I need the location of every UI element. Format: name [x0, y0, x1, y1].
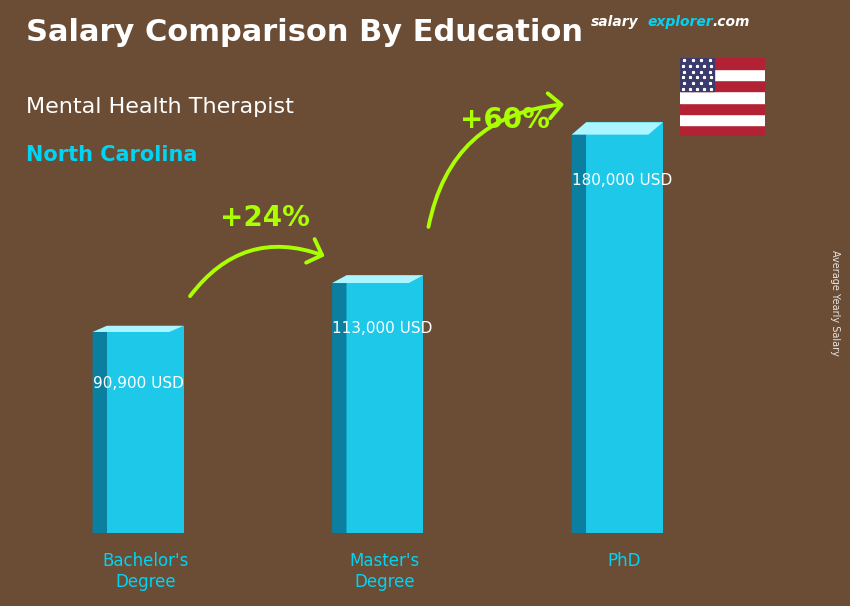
Polygon shape [93, 326, 107, 533]
Bar [107, 326, 184, 533]
Text: Mental Health Therapist: Mental Health Therapist [26, 97, 293, 117]
Bar [680, 69, 765, 80]
Text: explorer: explorer [648, 15, 713, 29]
Text: Salary Comparison By Education: Salary Comparison By Education [26, 18, 582, 47]
Polygon shape [572, 122, 663, 135]
Bar [680, 80, 765, 92]
Text: .com: .com [712, 15, 750, 29]
Polygon shape [572, 122, 586, 533]
FancyArrowPatch shape [428, 93, 561, 227]
Text: 180,000 USD: 180,000 USD [572, 173, 672, 187]
Bar [680, 58, 765, 69]
Bar [347, 275, 423, 533]
Bar [586, 122, 663, 533]
Polygon shape [332, 275, 423, 283]
Text: +24%: +24% [220, 204, 310, 233]
FancyArrowPatch shape [190, 239, 322, 296]
Polygon shape [93, 326, 184, 332]
Polygon shape [332, 275, 347, 533]
Text: 113,000 USD: 113,000 USD [332, 321, 433, 336]
Text: salary: salary [591, 15, 638, 29]
Bar [680, 125, 765, 136]
Text: +60%: +60% [460, 106, 550, 134]
Text: North Carolina: North Carolina [26, 145, 197, 165]
Bar [680, 58, 714, 92]
Bar [680, 102, 765, 114]
Text: 90,900 USD: 90,900 USD [93, 376, 184, 391]
Bar [680, 114, 765, 125]
Text: Average Yearly Salary: Average Yearly Salary [830, 250, 840, 356]
Bar [680, 92, 765, 102]
